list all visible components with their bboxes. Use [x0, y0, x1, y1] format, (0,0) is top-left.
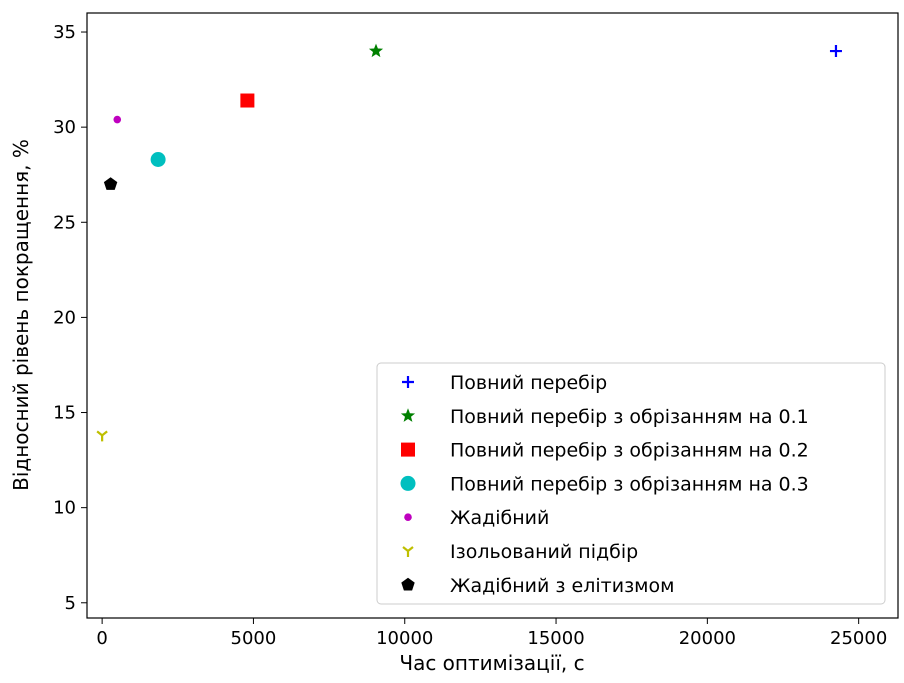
legend: Повний перебір Повний перебір з обрізання… — [376, 362, 886, 605]
legend-marker-plus — [402, 376, 414, 388]
y-tick-label: 35 — [53, 22, 76, 43]
legend-label: Ізольований підбір — [450, 541, 638, 563]
data-point-tri — [96, 430, 108, 442]
data-point-star — [368, 43, 384, 58]
x-axis-label: Час оптимізації, с — [399, 651, 584, 675]
axis-ticks: 0 5000 10000 15000 20000 25000 5 10 15 20 25 30 35 — [53, 22, 887, 649]
legend-marker-circle — [400, 475, 416, 491]
data-point-plus — [829, 45, 842, 58]
data-point-dot — [113, 115, 122, 124]
plot-frame — [86, 12, 899, 619]
data-point-pentagon — [103, 177, 118, 190]
legend-label: Жадібний з елітизмом — [450, 575, 674, 597]
legend-label: Повний перебір — [450, 372, 607, 394]
y-tick-label: 5 — [65, 593, 76, 614]
legend-frame — [376, 362, 886, 605]
x-tick-label: 5000 — [231, 628, 277, 649]
y-tick-label: 25 — [53, 212, 76, 233]
data-point-circle — [150, 151, 166, 167]
legend-marker-pentagon — [401, 577, 415, 591]
data-points — [96, 43, 842, 442]
legend-label: Повний перебір з обрізанням на 0.3 — [450, 473, 809, 495]
y-axis-label: Відносний рівень покращення, % — [9, 139, 33, 491]
x-tick-label: 25000 — [830, 628, 887, 649]
data-point-square — [240, 93, 255, 108]
legend-label: Повний перебір з обрізанням на 0.1 — [450, 406, 809, 428]
legend-marker-dot — [404, 513, 412, 521]
x-tick-label: 20000 — [679, 628, 736, 649]
y-tick-label: 10 — [53, 498, 76, 519]
legend-marker-tri — [402, 546, 414, 557]
y-tick-label: 20 — [53, 307, 76, 328]
x-tick-label: 15000 — [527, 628, 584, 649]
y-tick-label: 30 — [53, 117, 76, 138]
y-tick-label: 15 — [53, 403, 76, 424]
legend-label: Повний перебір з обрізанням на 0.2 — [450, 440, 809, 462]
legend-label: Жадібний — [450, 507, 549, 529]
x-tick-label: 0 — [96, 628, 107, 649]
x-tick-label: 10000 — [376, 628, 433, 649]
legend-marker-star — [400, 408, 416, 422]
legend-marker-square — [401, 442, 415, 457]
